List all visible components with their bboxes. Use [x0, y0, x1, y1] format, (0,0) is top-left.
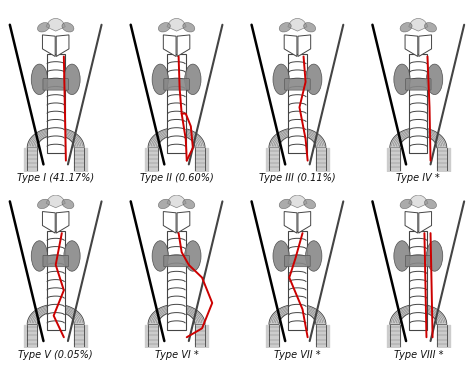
Polygon shape [167, 54, 186, 153]
Polygon shape [177, 212, 190, 233]
Polygon shape [27, 304, 84, 325]
Wedge shape [409, 195, 428, 208]
Polygon shape [269, 128, 326, 148]
Ellipse shape [394, 64, 410, 95]
Wedge shape [288, 195, 307, 208]
FancyBboxPatch shape [285, 79, 310, 90]
Ellipse shape [427, 241, 443, 271]
Ellipse shape [183, 199, 195, 209]
Polygon shape [43, 35, 55, 57]
FancyBboxPatch shape [43, 79, 68, 90]
Text: Type III (0.11%): Type III (0.11%) [259, 173, 336, 183]
Wedge shape [167, 18, 186, 31]
Polygon shape [56, 35, 69, 57]
Ellipse shape [62, 22, 74, 32]
Polygon shape [284, 35, 297, 57]
Ellipse shape [306, 241, 322, 271]
Polygon shape [405, 35, 418, 57]
Polygon shape [409, 231, 428, 330]
Ellipse shape [425, 22, 437, 32]
Ellipse shape [37, 22, 49, 32]
Ellipse shape [152, 241, 168, 271]
Polygon shape [46, 54, 65, 153]
Text: Type II (0.60%): Type II (0.60%) [140, 173, 213, 183]
Text: Type I (41.17%): Type I (41.17%) [17, 173, 94, 183]
Ellipse shape [185, 64, 201, 95]
Polygon shape [43, 212, 55, 233]
Ellipse shape [273, 64, 289, 95]
Polygon shape [298, 35, 310, 57]
FancyBboxPatch shape [406, 79, 431, 90]
Wedge shape [288, 18, 307, 31]
Polygon shape [177, 35, 190, 57]
Wedge shape [409, 18, 428, 31]
Ellipse shape [64, 64, 80, 95]
Polygon shape [148, 304, 205, 325]
Polygon shape [288, 54, 307, 153]
Ellipse shape [304, 199, 316, 209]
Polygon shape [405, 212, 418, 233]
Ellipse shape [31, 241, 47, 271]
Polygon shape [269, 304, 326, 325]
Ellipse shape [158, 22, 170, 32]
Ellipse shape [306, 64, 322, 95]
Polygon shape [27, 128, 84, 148]
Wedge shape [167, 195, 186, 208]
Ellipse shape [425, 199, 437, 209]
Text: Type VII *: Type VII * [274, 350, 321, 360]
Polygon shape [288, 231, 307, 330]
FancyBboxPatch shape [285, 255, 310, 267]
Polygon shape [164, 35, 176, 57]
Polygon shape [419, 35, 431, 57]
Ellipse shape [427, 64, 443, 95]
FancyBboxPatch shape [164, 79, 189, 90]
Ellipse shape [273, 241, 289, 271]
Polygon shape [409, 54, 428, 153]
Ellipse shape [152, 64, 168, 95]
Text: Type IV *: Type IV * [396, 173, 440, 183]
FancyBboxPatch shape [164, 255, 189, 267]
Polygon shape [298, 212, 310, 233]
Polygon shape [390, 304, 447, 325]
Ellipse shape [400, 199, 412, 209]
Ellipse shape [158, 199, 170, 209]
FancyBboxPatch shape [43, 255, 68, 267]
Ellipse shape [279, 199, 291, 209]
Polygon shape [284, 212, 297, 233]
Wedge shape [46, 195, 65, 208]
Polygon shape [56, 212, 69, 233]
Text: Type V (0.05%): Type V (0.05%) [18, 350, 93, 360]
Ellipse shape [400, 22, 412, 32]
Ellipse shape [37, 199, 49, 209]
Polygon shape [390, 128, 447, 148]
Polygon shape [167, 231, 186, 330]
Text: Type VI *: Type VI * [155, 350, 199, 360]
Ellipse shape [62, 199, 74, 209]
Ellipse shape [64, 241, 80, 271]
Ellipse shape [185, 241, 201, 271]
Polygon shape [164, 212, 176, 233]
Ellipse shape [394, 241, 410, 271]
Ellipse shape [31, 64, 47, 95]
Text: Type VIII *: Type VIII * [393, 350, 443, 360]
Polygon shape [46, 231, 65, 330]
Ellipse shape [279, 22, 291, 32]
Ellipse shape [304, 22, 316, 32]
Polygon shape [148, 128, 205, 148]
Polygon shape [419, 212, 431, 233]
Wedge shape [46, 18, 65, 31]
FancyBboxPatch shape [406, 255, 431, 267]
Ellipse shape [183, 22, 195, 32]
